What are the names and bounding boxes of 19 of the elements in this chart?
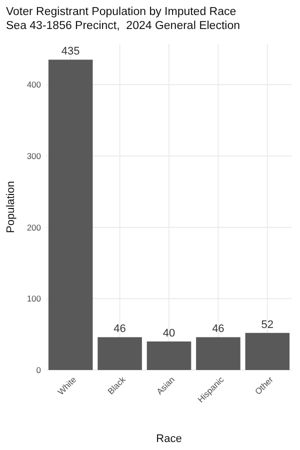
chart-title: Voter Registrant Population by Imputed Race (6, 6, 236, 18)
data-label: 435 (61, 46, 80, 58)
y-tick-label: 400 (26, 80, 42, 90)
chart-subtitle: Sea 43-1856 Precinct, 2024 General Election (6, 20, 240, 32)
y-tick-label: 300 (26, 150, 42, 161)
data-label: 46 (114, 323, 126, 336)
bar (196, 337, 240, 370)
y-tick-label: 0 (36, 364, 42, 375)
bar (245, 332, 290, 370)
bar (98, 337, 142, 370)
y-tick-label: 100 (26, 294, 42, 304)
y-tick-label: 200 (26, 222, 42, 232)
bar (146, 341, 192, 370)
data-label: 46 (212, 323, 224, 336)
data-label: 40 (162, 327, 176, 340)
y-axis-title: Population (5, 181, 17, 233)
x-axis-title: Race (156, 433, 182, 445)
data-label: 52 (261, 318, 274, 331)
bar (48, 60, 93, 370)
